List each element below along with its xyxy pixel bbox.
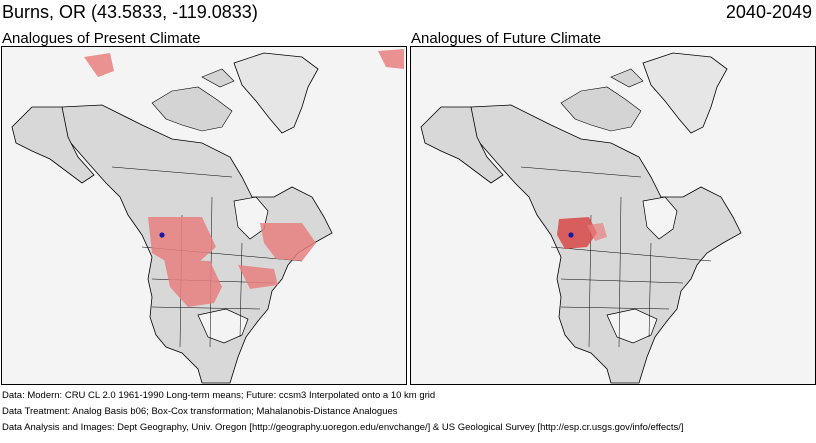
analogue-region-east: [260, 223, 316, 261]
analogue-region-northwest: [148, 217, 216, 265]
analogue-region-great-lakes: [238, 265, 278, 289]
data-source-note: Data: Modern: CRU CL 2.0 1961-1990 Long-…: [2, 390, 436, 401]
analogue-region-fringe: [587, 223, 607, 241]
site-marker-present: [159, 232, 165, 238]
future-panel-label: Analogues of Future Climate: [411, 30, 602, 47]
greenland-landmass: [642, 52, 728, 134]
site-title: Burns, OR (43.5833, -119.0833): [2, 2, 258, 22]
future-analogue-map: [410, 46, 816, 385]
alaska-landmass: [11, 106, 95, 184]
arctic-islands: [151, 86, 233, 132]
arctic-islands: [560, 86, 642, 132]
alaska-landmass: [420, 106, 504, 184]
north-america-landmass: [462, 104, 742, 384]
hudson-bay: [642, 196, 678, 240]
data-treatment-note: Data Treatment: Analog Basis b06; Box-Co…: [2, 406, 398, 417]
greenland-landmass: [233, 52, 319, 134]
period-label: 2040-2049: [725, 2, 812, 22]
analogue-region-arctic: [378, 49, 404, 69]
site-marker-future: [568, 232, 574, 238]
analogue-region-alaska: [84, 53, 114, 77]
analogue-region-southwest: [164, 259, 222, 307]
attribution-note: Data Analysis and Images: Dept Geography…: [2, 422, 684, 433]
present-analogue-map: [1, 46, 407, 385]
present-panel-label: Analogues of Present Climate: [2, 30, 201, 47]
